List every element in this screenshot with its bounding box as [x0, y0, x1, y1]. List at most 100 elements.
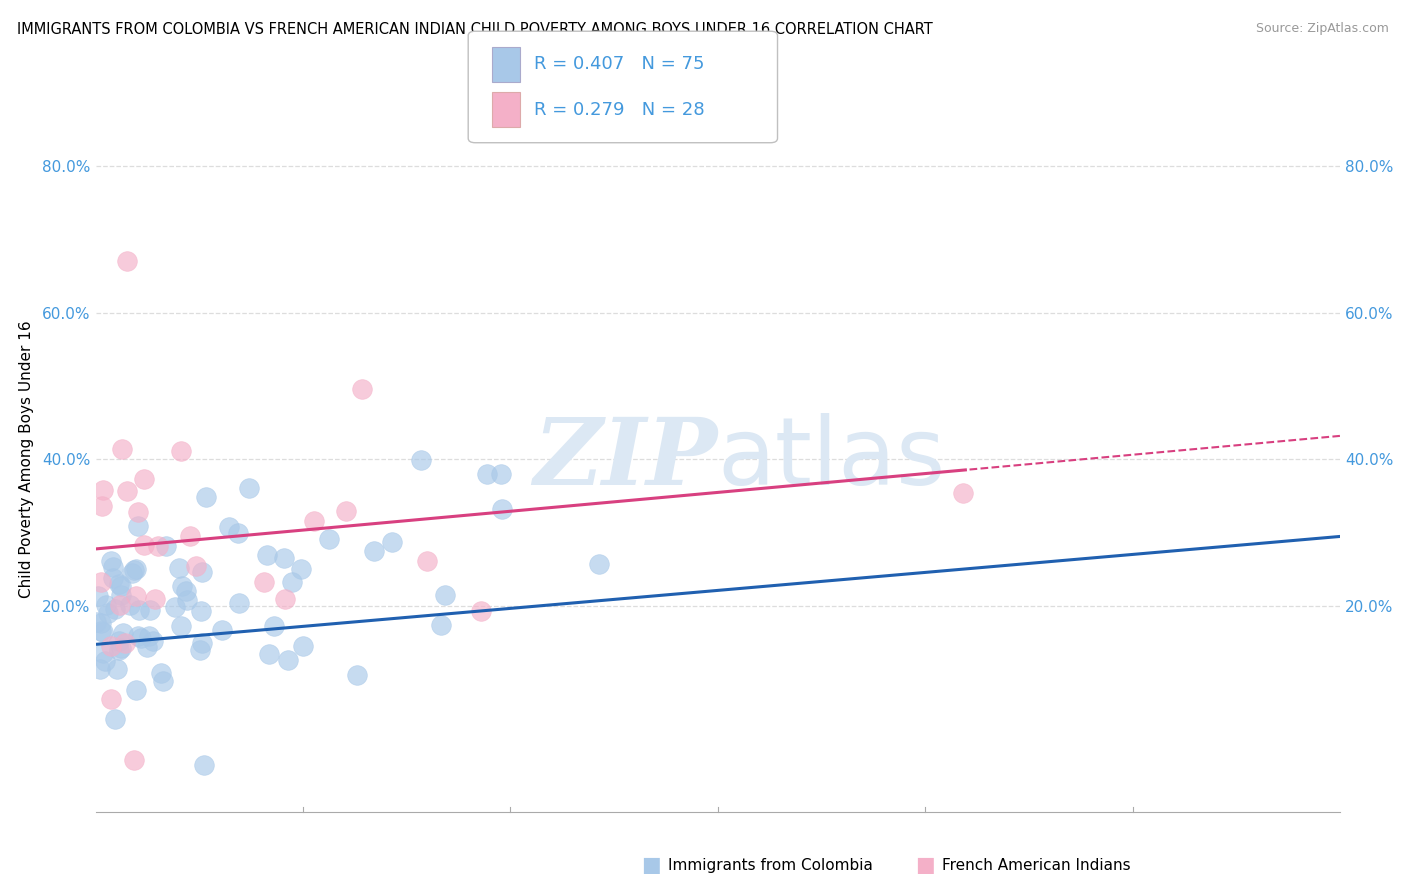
Point: [142, 634, 165, 648]
Point: [318, 533, 340, 547]
Point: [411, 453, 433, 467]
Point: [381, 535, 404, 549]
Point: [150, 666, 173, 681]
Point: [211, 623, 233, 637]
Point: [108, 598, 131, 612]
Point: [163, 600, 186, 615]
Point: [111, 442, 134, 456]
Point: [103, 571, 125, 585]
Point: [114, 636, 136, 650]
Point: [135, 640, 157, 654]
Point: [363, 544, 385, 558]
Point: [127, 629, 149, 643]
Point: [125, 589, 148, 603]
Text: ■: ■: [915, 855, 935, 875]
Point: [434, 588, 457, 602]
Text: ZIP: ZIP: [533, 415, 718, 504]
Point: [184, 558, 207, 573]
Point: [430, 618, 453, 632]
Point: [491, 467, 513, 481]
Text: atlas: atlas: [718, 413, 946, 506]
Point: [89, 663, 111, 677]
Point: [292, 639, 315, 653]
Point: [176, 583, 198, 598]
Point: [155, 539, 177, 553]
Point: [273, 551, 295, 566]
Point: [226, 526, 249, 541]
Point: [91, 646, 114, 660]
Point: [90, 616, 112, 631]
Point: [100, 639, 122, 653]
Point: [96, 606, 118, 620]
Point: [352, 382, 374, 396]
Point: [84, 615, 107, 629]
Point: [256, 548, 278, 562]
Point: [132, 538, 155, 552]
Text: IMMIGRANTS FROM COLOMBIA VS FRENCH AMERICAN INDIAN CHILD POVERTY AMONG BOYS UNDE: IMMIGRANTS FROM COLOMBIA VS FRENCH AMERI…: [17, 22, 932, 37]
Point: [276, 653, 298, 667]
Point: [191, 636, 214, 650]
Text: French American Indians: French American Indians: [942, 858, 1130, 872]
Point: [193, 757, 215, 772]
Point: [121, 566, 143, 580]
Point: [143, 592, 166, 607]
Point: [218, 519, 240, 533]
Point: [335, 504, 357, 518]
Point: [190, 565, 212, 579]
Point: [101, 559, 124, 574]
Point: [91, 499, 114, 513]
Point: [952, 486, 974, 500]
Point: [274, 591, 297, 606]
Point: [132, 473, 155, 487]
Point: [93, 654, 115, 668]
Point: [470, 604, 492, 618]
Point: [146, 539, 169, 553]
Point: [124, 561, 146, 575]
Point: [416, 554, 439, 568]
Point: [104, 712, 127, 726]
Point: [100, 553, 122, 567]
Point: [96, 599, 118, 613]
Point: [91, 483, 114, 497]
Point: [104, 601, 127, 615]
Y-axis label: Child Poverty Among Boys Under 16: Child Poverty Among Boys Under 16: [18, 320, 34, 599]
Text: Source: ZipAtlas.com: Source: ZipAtlas.com: [1256, 22, 1389, 36]
Point: [122, 754, 145, 768]
Point: [112, 626, 135, 640]
Point: [188, 643, 211, 657]
Text: R = 0.279   N = 28: R = 0.279 N = 28: [534, 101, 704, 119]
Point: [108, 634, 131, 648]
Point: [290, 562, 312, 576]
Point: [138, 629, 160, 643]
Point: [105, 662, 128, 676]
Point: [120, 599, 142, 613]
Point: [131, 631, 153, 645]
Point: [588, 558, 610, 572]
Point: [110, 640, 132, 655]
Point: [170, 619, 193, 633]
Point: [475, 467, 498, 481]
Point: [257, 647, 280, 661]
Point: [190, 604, 212, 618]
Point: [87, 589, 110, 603]
Point: [128, 603, 150, 617]
Point: [252, 575, 274, 590]
Point: [90, 574, 112, 589]
Point: [115, 254, 138, 268]
Point: [302, 515, 325, 529]
Text: R = 0.407   N = 75: R = 0.407 N = 75: [534, 55, 704, 73]
Point: [228, 596, 250, 610]
Point: [263, 619, 285, 633]
Point: [110, 579, 132, 593]
Text: ■: ■: [641, 855, 661, 875]
Point: [179, 529, 201, 543]
Point: [127, 505, 149, 519]
Point: [122, 563, 145, 577]
Point: [281, 575, 304, 590]
Point: [127, 519, 149, 533]
Point: [238, 482, 260, 496]
Point: [110, 588, 132, 602]
Point: [90, 624, 112, 638]
Point: [125, 683, 148, 698]
Point: [169, 561, 191, 575]
